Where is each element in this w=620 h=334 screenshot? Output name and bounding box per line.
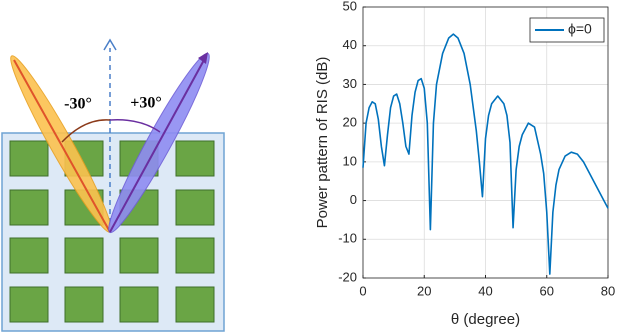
y-tick-label: 30 — [343, 76, 357, 91]
x-axis-label: θ (degree) — [451, 311, 520, 328]
y-tick-label: 0 — [350, 192, 357, 207]
y-tick-label: 20 — [343, 115, 357, 130]
y-tick-label: -20 — [338, 269, 357, 284]
ris-elements — [9, 140, 215, 323]
reflected-ray — [109, 59, 205, 233]
normal-arrowhead — [103, 38, 117, 51]
y-tick-label: 50 — [343, 0, 357, 13]
x-tick-label: 80 — [601, 283, 615, 298]
x-tick-label: 20 — [417, 283, 431, 298]
x-tick-label: 60 — [540, 283, 554, 298]
legend: ϕ=0 — [529, 17, 605, 43]
y-tick-label: 40 — [343, 37, 357, 52]
angle-label: +30° — [130, 95, 162, 112]
angle-arc-right — [109, 119, 161, 133]
y-tick-label: 10 — [343, 153, 357, 168]
chart: -20 -10 0 10 20 30 40 50 0 20 40 60 80 θ (degree) Powe… — [314, 0, 615, 328]
x-tick-label: 40 — [478, 283, 492, 298]
legend-label: ϕ=0 — [568, 21, 592, 37]
data-line — [362, 33, 609, 275]
plot-frame — [362, 6, 609, 279]
angle-label: -30° — [64, 96, 92, 113]
reflected-arrowhead — [198, 52, 208, 64]
ris-diagram: -30° +30° — [1, 38, 225, 332]
y-tick-label: -10 — [338, 231, 357, 246]
y-axis-label: Power pattern of RIS (dB) — [314, 57, 331, 229]
incident-ray — [13, 59, 111, 233]
angle-arc-left — [61, 119, 111, 143]
x-tick-label: 0 — [359, 283, 366, 298]
